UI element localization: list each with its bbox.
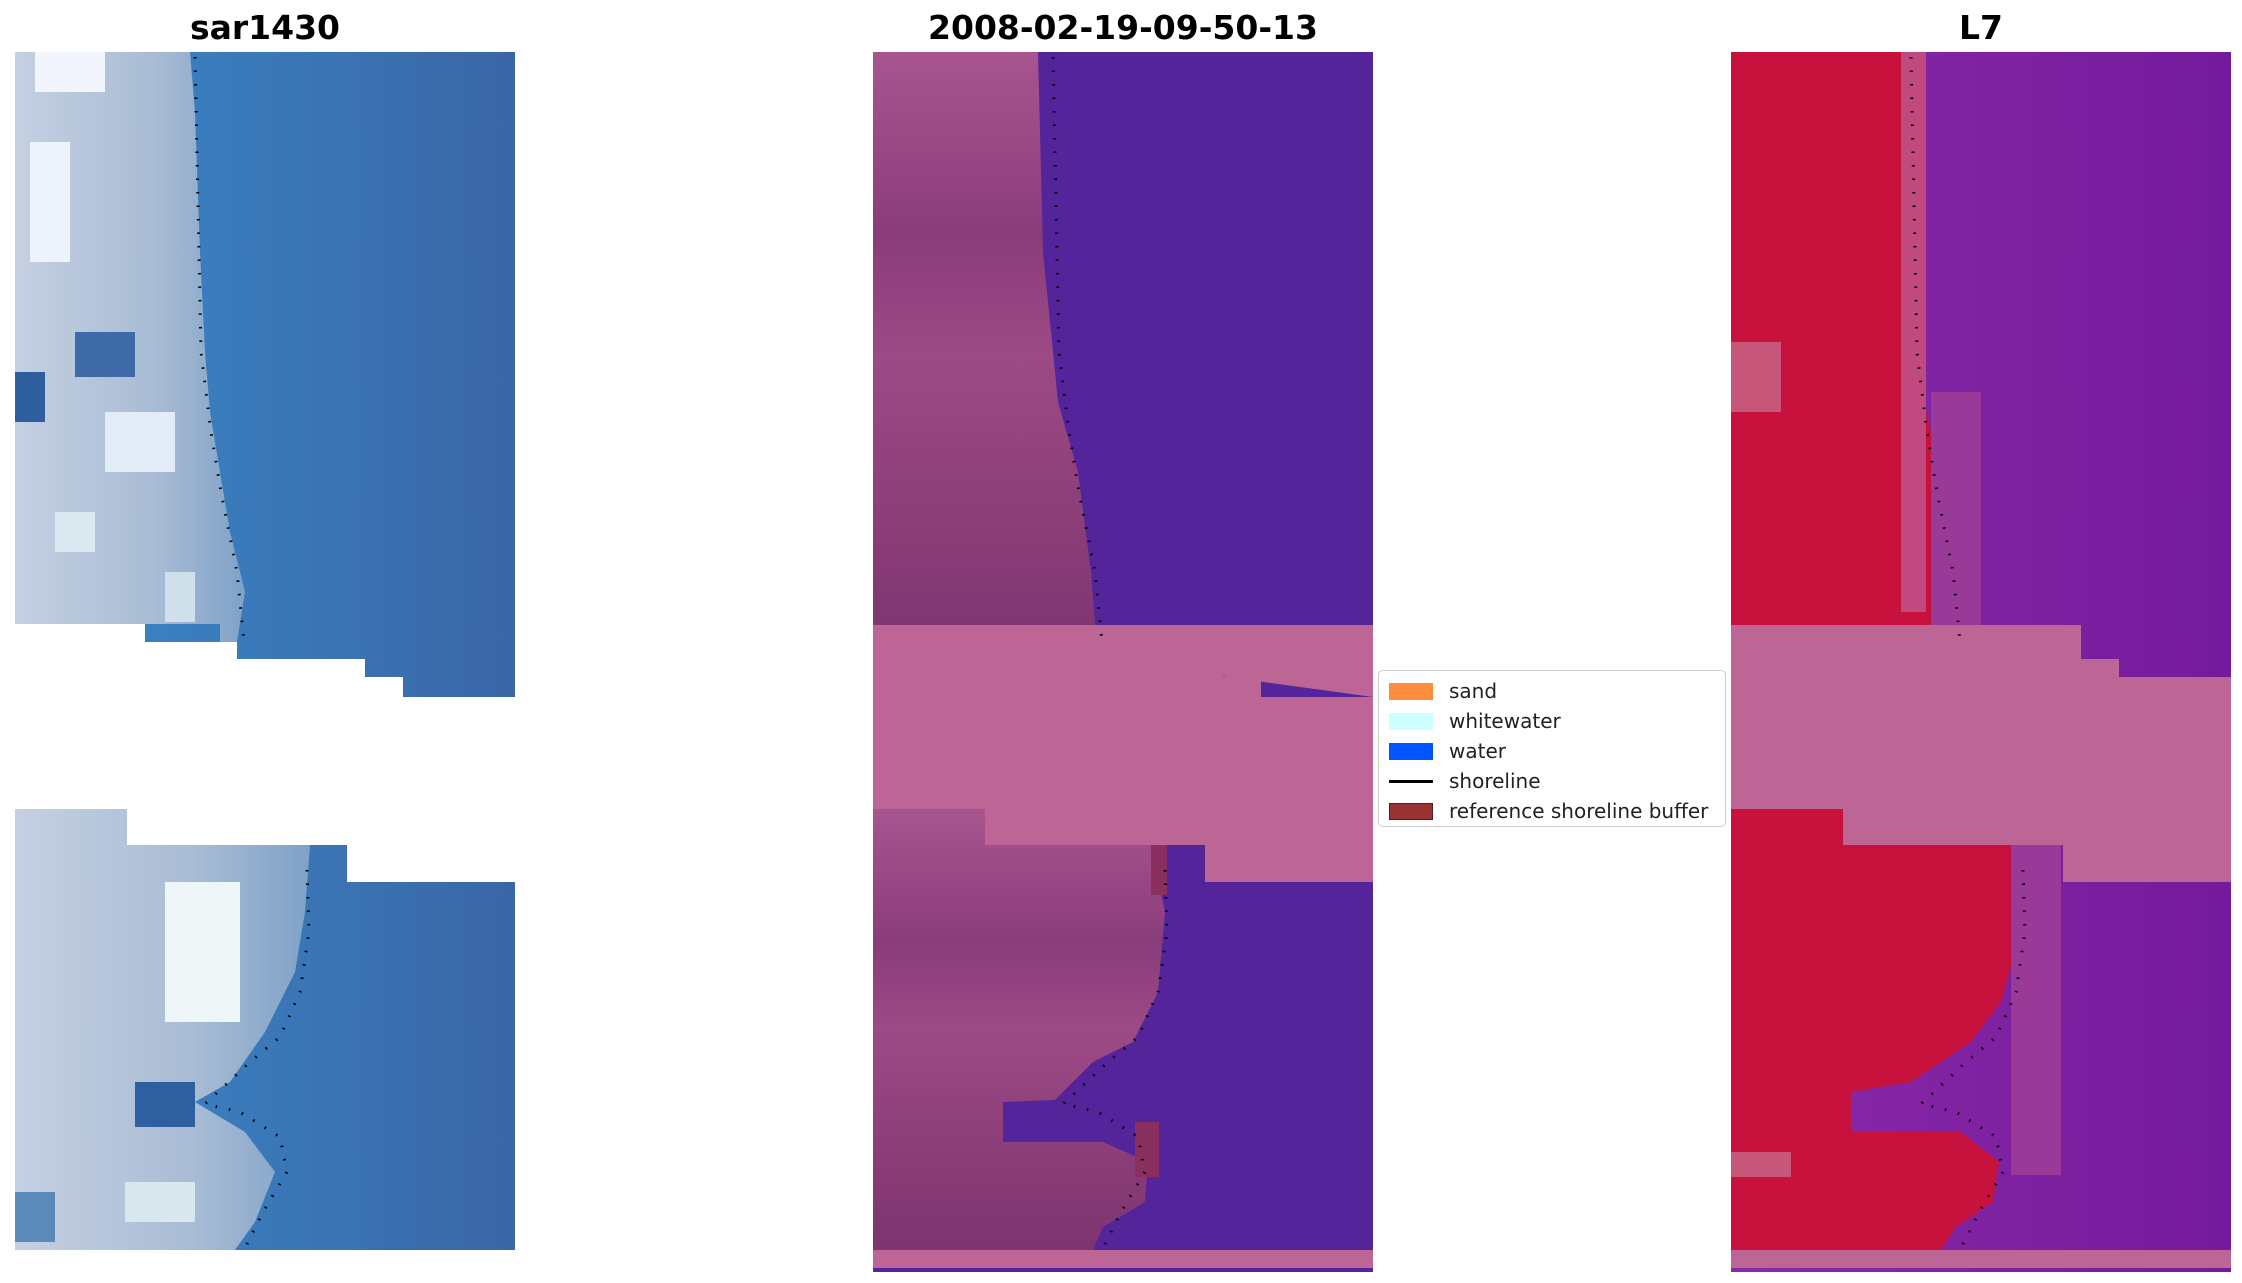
legend-label-water: water: [1449, 739, 1506, 763]
legend-label-sand: sand: [1449, 679, 1498, 703]
legend: sand whitewater water shoreline referenc…: [1378, 670, 1726, 827]
legend-label-reference-buffer: reference shoreline buffer: [1449, 799, 1709, 823]
whitewater-swatch: [1389, 712, 1433, 730]
rgb-bottom-block: [15, 809, 515, 1250]
panel-title-rgb: sar1430: [189, 8, 341, 47]
rgb-top-block: [15, 52, 515, 697]
legend-item-shoreline: shoreline: [1379, 766, 1725, 796]
legend-item-reference-buffer: reference shoreline buffer: [1379, 796, 1725, 826]
nir-image-panel: [1731, 52, 2231, 1272]
legend-item-whitewater: whitewater: [1379, 706, 1725, 736]
legend-item-sand: sand: [1379, 676, 1725, 706]
water-swatch: [1389, 742, 1433, 760]
nir-no-data-band: [1731, 625, 2231, 882]
legend-item-water: water: [1379, 736, 1725, 766]
legend-label-whitewater: whitewater: [1449, 709, 1561, 733]
shoreline-line-swatch: [1389, 779, 1433, 783]
panel-title-classified: 2008-02-19-09-50-13: [928, 8, 1318, 47]
sand-swatch: [1389, 682, 1433, 700]
classified-land-top: [873, 52, 1098, 660]
nir-land-bottom: [1731, 809, 2021, 1250]
classified-land-bottom: [873, 809, 1165, 1250]
reference-buffer-swatch: [1389, 802, 1433, 820]
legend-label-shoreline: shoreline: [1449, 769, 1541, 793]
rgb-image-panel: [15, 52, 515, 1253]
classified-image-panel: [873, 52, 1373, 1272]
panel-title-nir: L7: [1959, 8, 2003, 47]
